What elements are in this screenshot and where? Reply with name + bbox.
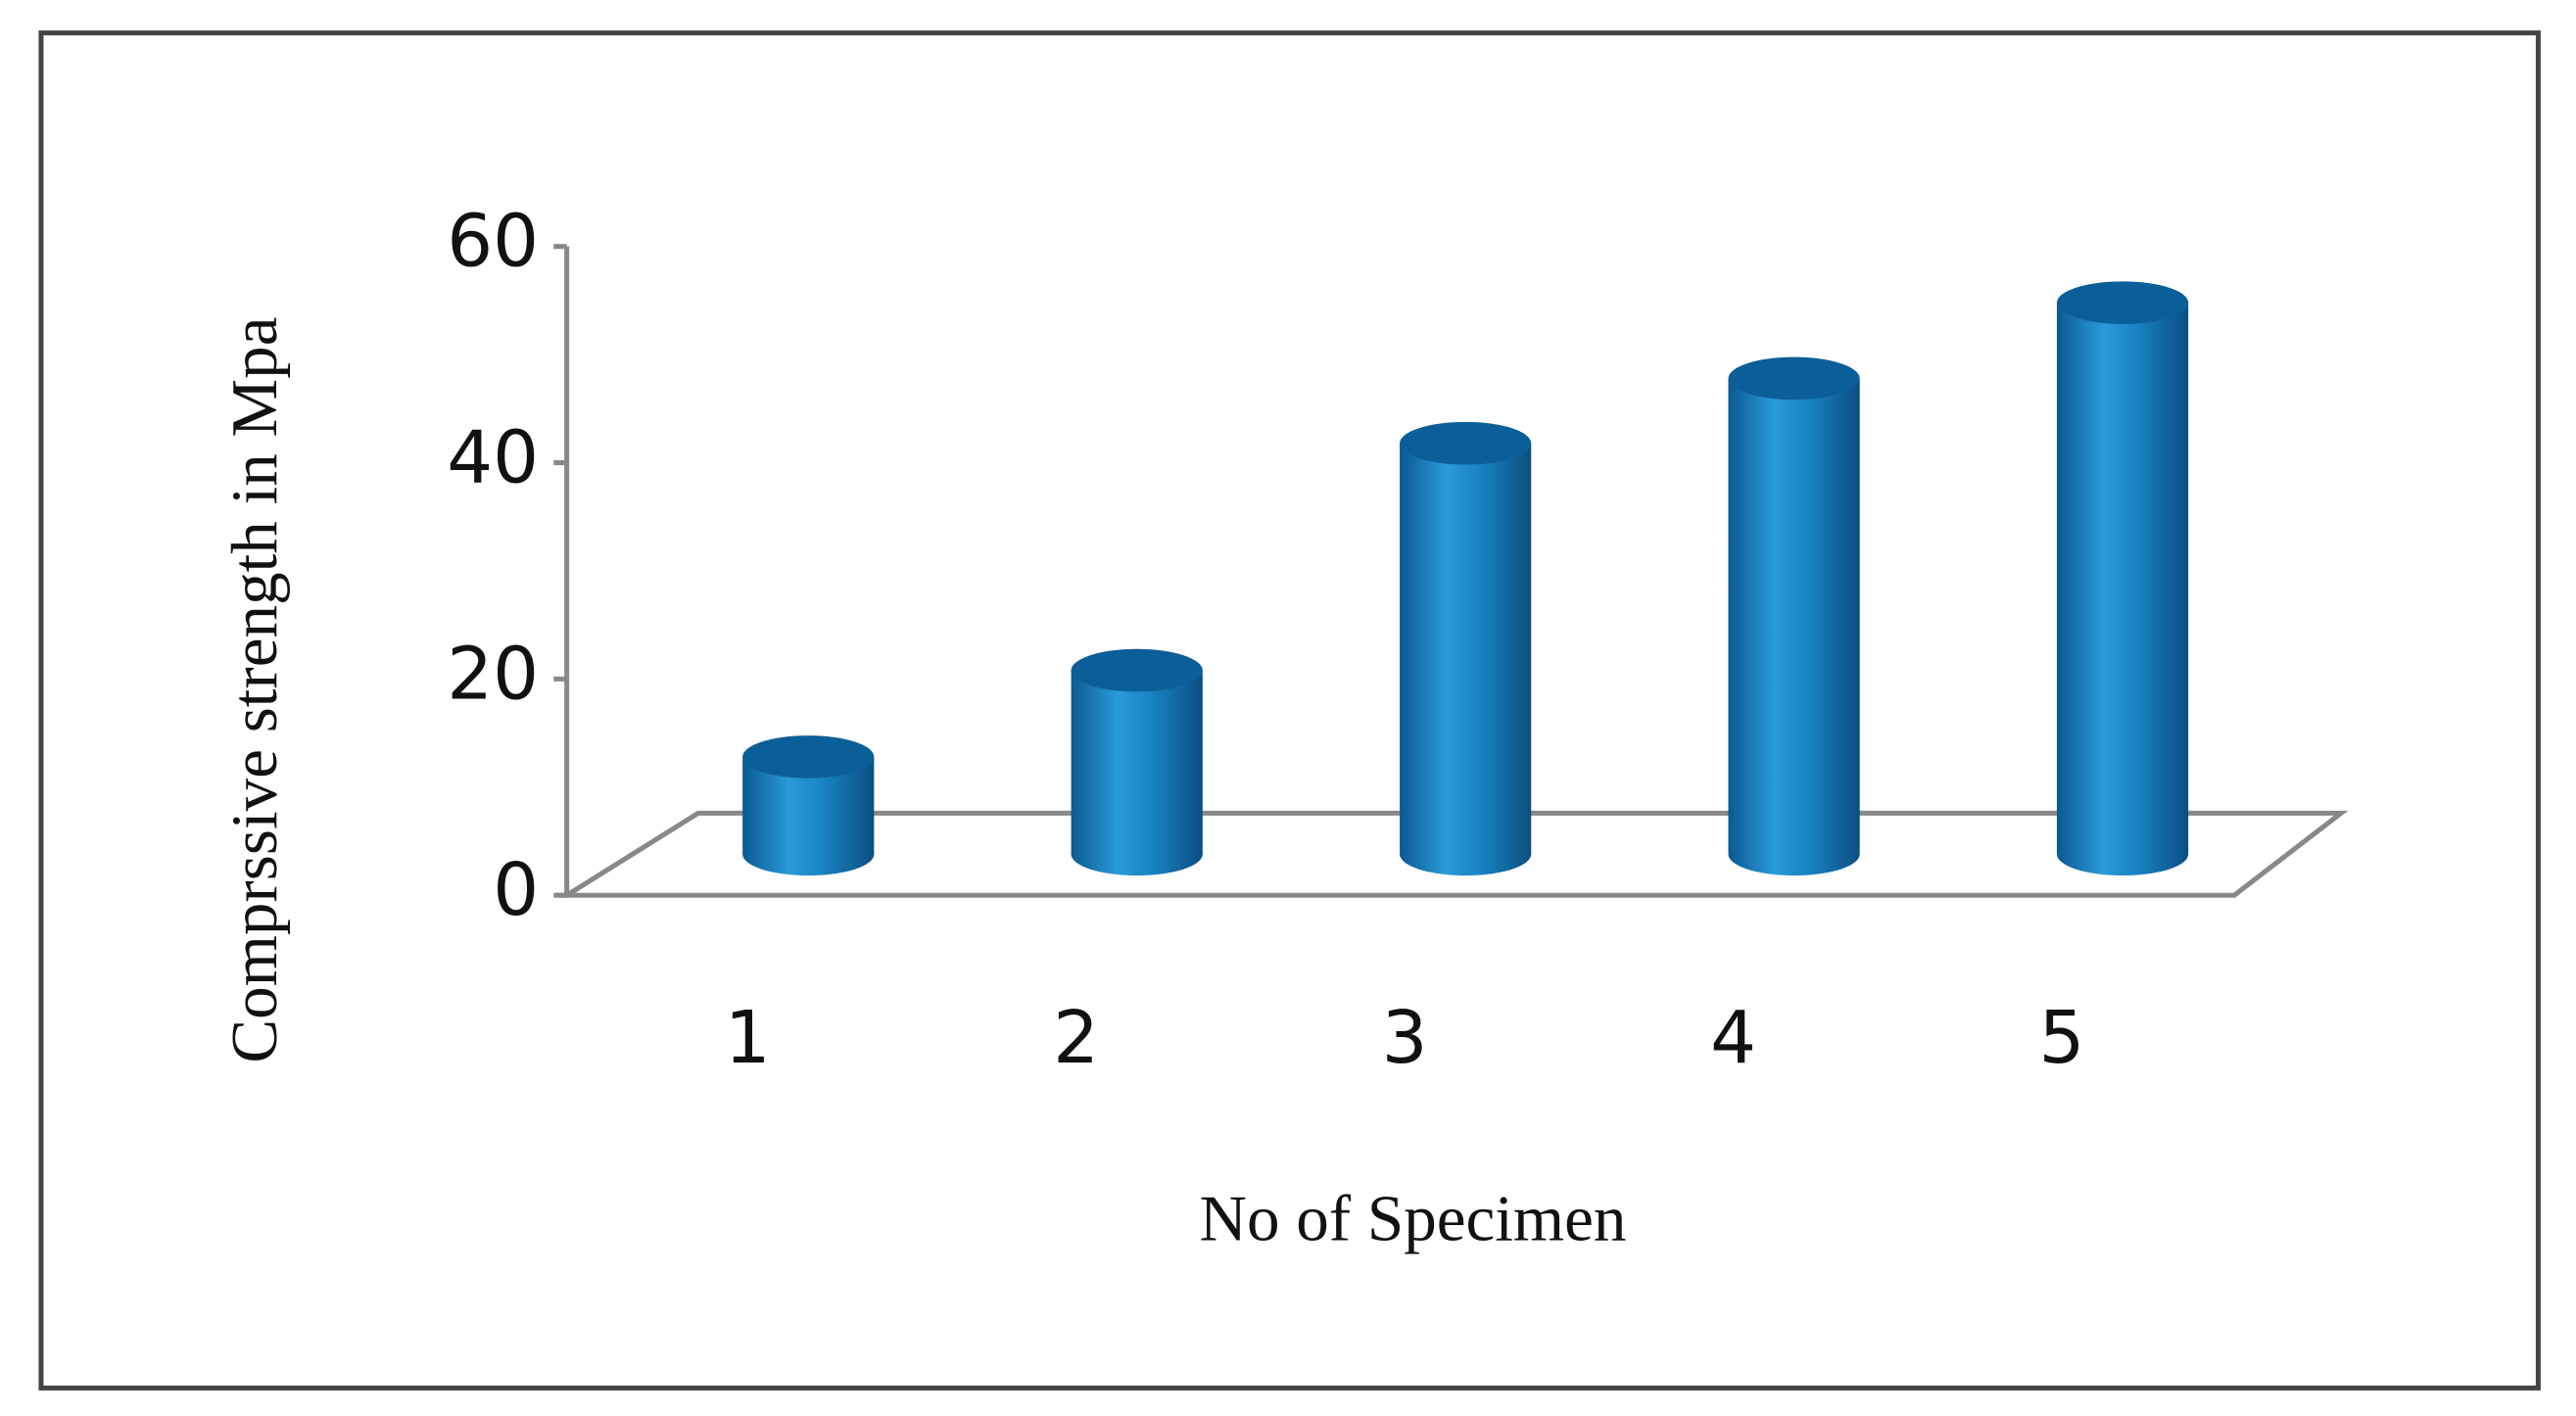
bar-body [1071, 670, 1203, 855]
bar-top [2056, 281, 2189, 324]
y-tick-label: 0 [493, 848, 539, 932]
bar [1071, 648, 1203, 876]
x-tick-label: 1 [725, 996, 771, 1080]
bar-body [2056, 303, 2189, 855]
bar [1400, 421, 1532, 876]
y-tick-label: 20 [447, 632, 539, 716]
y-tick-label: 40 [447, 416, 539, 500]
bar-body [1728, 378, 1860, 855]
x-tick-label: 4 [1710, 996, 1756, 1080]
x-tick-label: 3 [1382, 996, 1428, 1080]
y-axis-title: Comprssive strength in Mpa [217, 317, 291, 1063]
bar [742, 735, 875, 876]
bar-top [1071, 648, 1203, 692]
x-axis-title: No of Specimen [1200, 1181, 1627, 1254]
x-tick-label: 5 [2039, 996, 2085, 1080]
bar-top [742, 735, 875, 779]
x-tick-label: 2 [1053, 996, 1099, 1080]
y-tick-label: 60 [447, 200, 539, 284]
bar-top [1400, 421, 1532, 465]
bar-top [1728, 356, 1860, 401]
bar [2056, 281, 2189, 876]
bar [1728, 356, 1860, 876]
bar-body [1400, 443, 1532, 855]
